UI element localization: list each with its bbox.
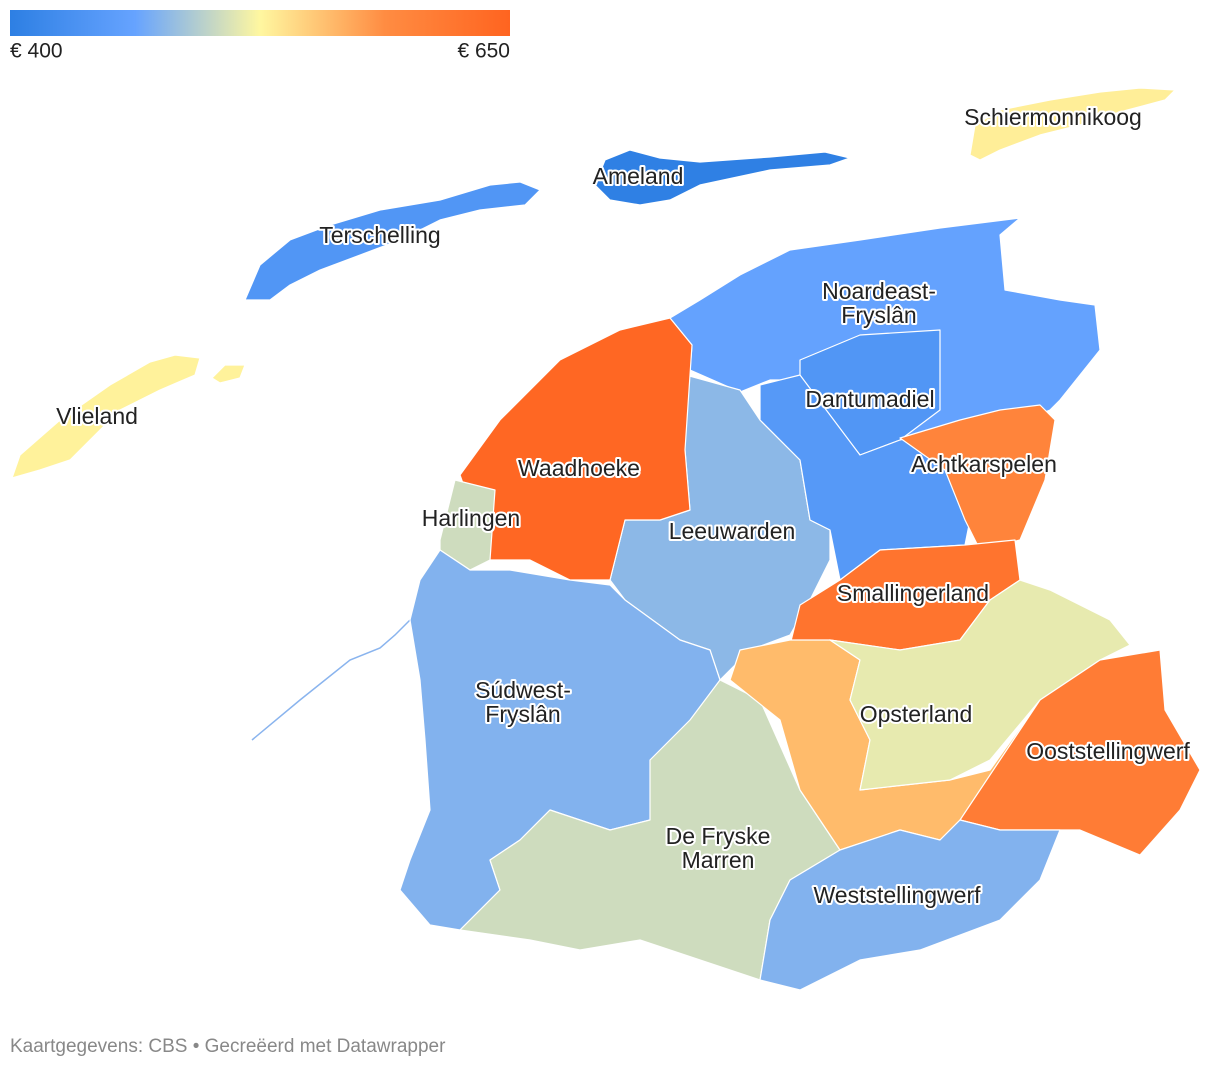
region-label: Schiermonnikoog (964, 104, 1142, 130)
region-label: De Fryske Marren (666, 823, 771, 873)
region-label: Smallingerland (837, 580, 989, 606)
region-label: Dantumadiel (805, 386, 934, 412)
legend-gradient (10, 10, 510, 36)
region-label: Leeuwarden (669, 518, 796, 544)
region-label: Ameland (593, 163, 684, 189)
region-label: Noardeast-Fryslân (822, 278, 936, 328)
region (969, 87, 1176, 161)
regions (11, 87, 1201, 991)
region (759, 819, 1061, 991)
region-label: Waadhoeke (518, 455, 640, 481)
region (211, 364, 246, 384)
region (459, 317, 693, 581)
footer: Kaartgegevens: CBS • Gecreëerd met Dataw… (10, 1036, 446, 1057)
canal (251, 619, 411, 741)
region-label: Achtkarspelen (911, 451, 1057, 477)
region-label: Harlingen (422, 505, 520, 531)
region-label: Opsterland (860, 701, 973, 727)
region (11, 354, 201, 479)
region-label: Terschelling (319, 222, 440, 248)
labels: Vlieland Terschelling Ameland Schiermonn… (54, 102, 1192, 910)
region-label: Weststellingwerf (813, 882, 981, 908)
region (594, 149, 851, 206)
region-label: Vlieland (56, 403, 138, 429)
region-label: Súdwest-Fryslân (475, 677, 571, 727)
legend-max: € 650 (457, 40, 510, 63)
region (899, 404, 1056, 551)
region-label: Ooststellingwerf (1026, 738, 1190, 764)
legend-min: € 400 (10, 40, 63, 63)
region (669, 217, 1101, 441)
region (244, 181, 541, 301)
